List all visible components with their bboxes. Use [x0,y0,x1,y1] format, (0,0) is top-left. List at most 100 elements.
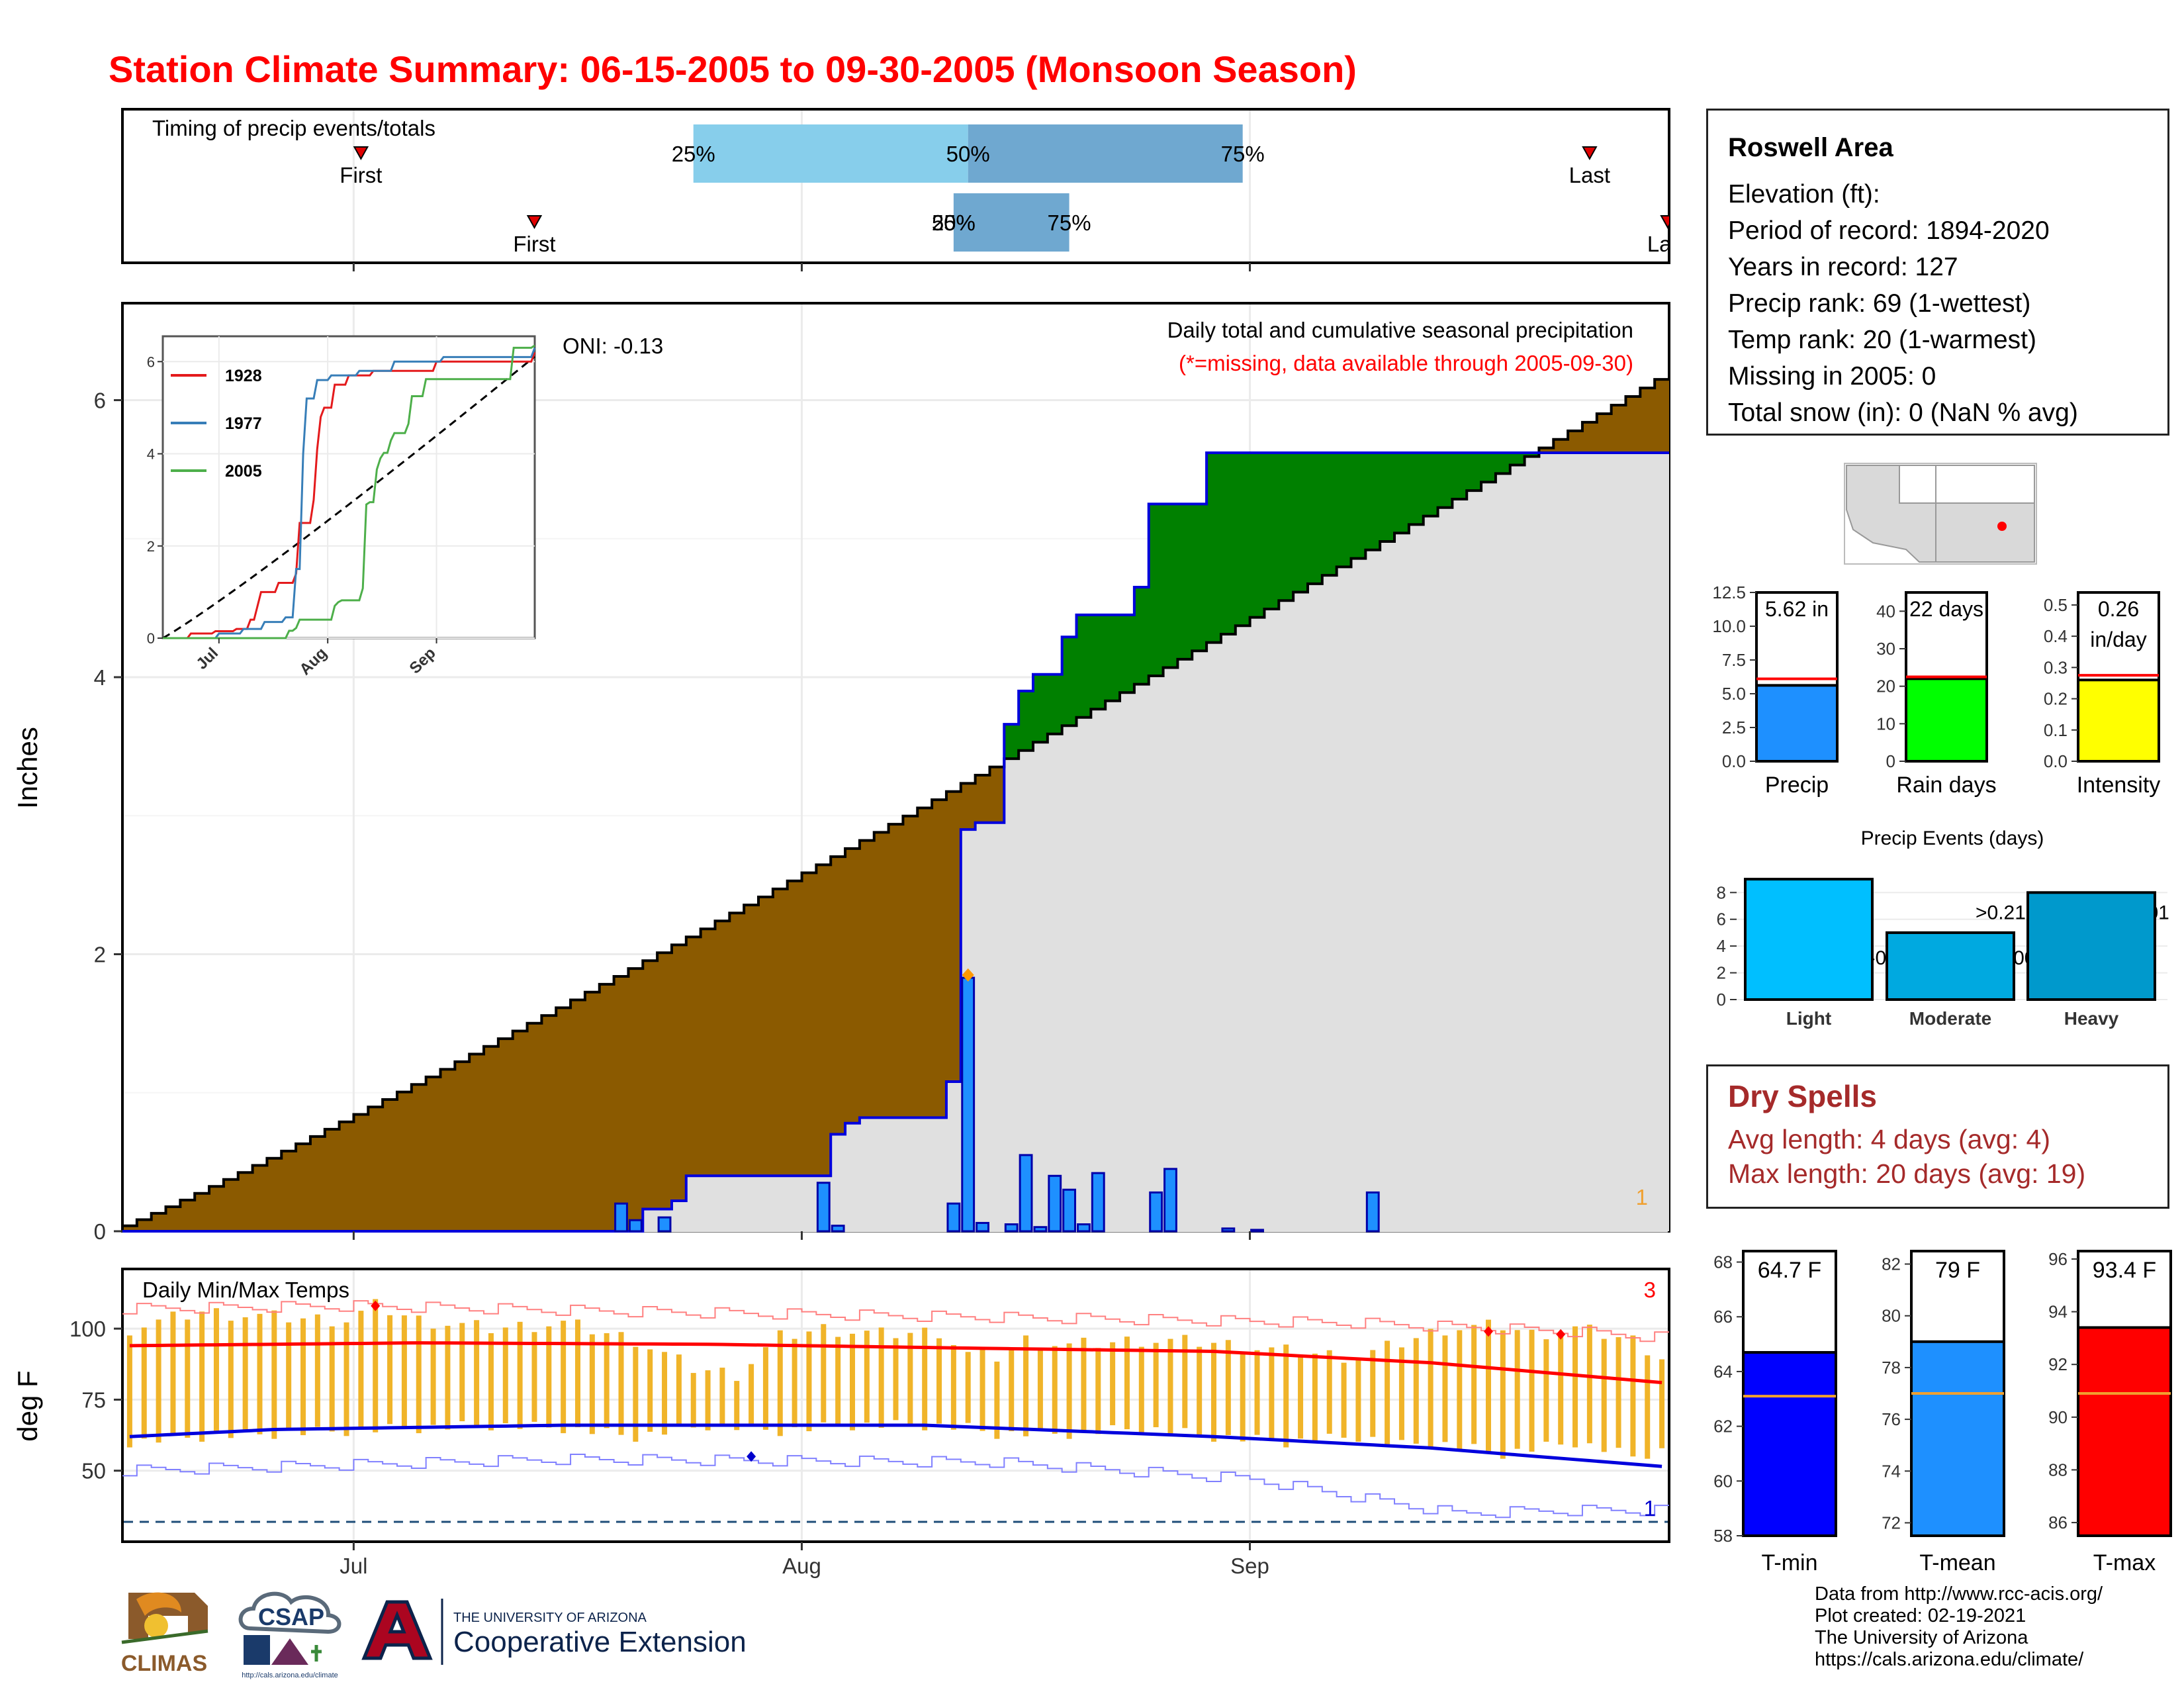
temp-daily-bar [1312,1353,1318,1443]
daily-precip-bar [976,1221,989,1233]
temp-daily-bar [257,1313,263,1434]
timing-bar-q1 [693,124,968,183]
daily-precip-bar [1062,1188,1077,1233]
station-elevation: Elevation (ft): [1728,180,1880,209]
cumulative-avg-line [121,378,1669,1231]
temp-daily-bar [126,1335,132,1448]
temp-daily-bar [994,1361,1000,1439]
temp-daily-bar [199,1311,205,1442]
record-high-line [122,1300,1669,1342]
temp-summary-y-tick-label: 68 [1713,1252,1733,1272]
temp-panel: 50 75 100 Jul Aug Sep Daily Min/Max Temps deg… [12,1268,1670,1578]
temp-panel-label: Daily Min/Max Temps [142,1278,349,1302]
events-title: Precip Events (days) [1861,827,2044,849]
temp-daily-bar [1283,1344,1289,1448]
record-low-count: 1 [1644,1496,1656,1521]
cumulative-2005-line [122,451,1669,1233]
temp-daily-bar [387,1315,393,1425]
temp-summary-y-tick-label: 92 [2048,1354,2068,1374]
dry-spells-max: Max length: 20 days (avg: 19) [1728,1158,2086,1189]
temp-summary-y-tick-label: 76 [1882,1409,1901,1429]
summary-bar-label: Rain days [1896,773,1996,798]
temp-daily-bar [474,1320,480,1426]
temp-daily-bar [922,1327,928,1430]
temp-daily-bar [343,1322,349,1436]
temp-daily-bar [1428,1329,1433,1448]
temp-daily-bar [979,1348,985,1431]
timing-event-label: First [513,232,555,256]
ua-large-text: Cooperative Extension [453,1626,747,1658]
timing-event-label: Last [1569,163,1610,187]
timing-panel: Timing of precip events/totals Avg 25% 50%… [121,108,1688,264]
temp-daily-bar [1385,1340,1390,1445]
temp-summary-y-tick-label: 78 [1882,1358,1901,1378]
temp-summary-value: 64.7 F [1758,1258,1821,1283]
precip-corner-count: 1 [1636,1185,1648,1209]
temp-daily-bar [1037,1348,1043,1429]
temp-summary-y-tick-label: 94 [2048,1302,2068,1322]
temp-summary-y-tick-label: 64 [1713,1362,1733,1382]
temp-daily-bar [373,1299,379,1432]
events-bar [1886,931,2015,1002]
summary-bar-value: 5.62 in [1765,597,1829,621]
timing-p25-label: 25% [672,142,715,166]
temp-summary-label: T-mean [1919,1550,1995,1575]
timing-p25-label: 25% [932,211,976,235]
station-name: Roswell Area [1728,133,1893,162]
temp-daily-bar [1457,1330,1463,1450]
temp-daily-bar [936,1338,942,1424]
temp-daily-bar [531,1332,537,1422]
state-border [1899,465,2035,562]
temp-daily-bar [806,1331,812,1432]
temp-summary-y-tick-label: 58 [1713,1526,1733,1546]
summary-y-tick-label: 20 [1876,677,1895,696]
inset-legend-label: 2005 [225,462,262,481]
temp-daily-bar [1442,1335,1448,1442]
temp-summary-charts: 58 60 62 64 66 68 64.7 F T-min 72 74 76 78 80 82 79 F T… [1713,1249,2172,1575]
oni-label: ONI: -0.13 [563,334,663,358]
state-shape [1846,465,2035,563]
temp-daily-bar [950,1345,956,1430]
daily-max-marker [962,968,974,982]
temp-summary-y-tick-label: 82 [1882,1254,1901,1274]
events-category-label: Moderate [1909,1008,1991,1029]
temp-daily-bar [1586,1325,1592,1444]
daily-precip-bar [816,1182,831,1233]
temp-daily-bar [1138,1346,1144,1434]
precip-events-chart: Precip Events (days)02468<0.050.05-0.219… [1717,827,2169,1029]
temp-daily-bar [1355,1359,1361,1442]
timing-p50-label: 50% [946,142,990,166]
summary-bar-unit: in/day [2090,628,2146,651]
temp-daily-bar [1052,1346,1058,1434]
temp-daily-bar [445,1325,451,1430]
temp-daily-bar [965,1352,971,1423]
temp-daily-bar [1240,1353,1246,1442]
temp-summary-label: T-max [2093,1550,2156,1575]
inset-avg-line [162,355,535,639]
daily-precip-bar [614,1202,628,1233]
temp-daily-bar [1485,1319,1491,1452]
station-years: Years in record: 127 [1728,253,1958,281]
temp-summary-y-tick-label: 96 [2048,1249,2068,1269]
summary-bar [1905,677,1988,763]
daily-precip-bar [1149,1191,1163,1233]
temp-daily-bar [1572,1326,1578,1448]
events-y-tick-label: 6 [1717,910,1726,929]
station-info-box: Roswell Area Elevation (ft): Period of r… [1706,109,2169,436]
summary-y-tick-label: 2.5 [1722,718,1746,737]
temp-daily-bar [141,1327,147,1439]
temp-daily-bar [1514,1330,1520,1449]
inset-y-tick-label: 2 [147,538,155,555]
temp-daily-bar [1167,1338,1173,1434]
temp-daily-bar [734,1381,740,1430]
timing-event-label: Last [1647,232,1688,256]
temp-daily-bar [1543,1339,1549,1442]
temp-y-tick-label: 100 [69,1317,106,1341]
daily-precip-bar [1221,1227,1236,1233]
temp-daily-bar [574,1319,580,1428]
ua-cooperative-extension-logo: THE UNIVERSITY OF ARIZONA Cooperative Ex… [361,1599,747,1665]
temp-daily-bar [170,1311,176,1434]
temp-daily-bar [517,1321,523,1429]
temp-daily-bar [416,1315,422,1434]
temp-daily-bar [1615,1337,1621,1448]
